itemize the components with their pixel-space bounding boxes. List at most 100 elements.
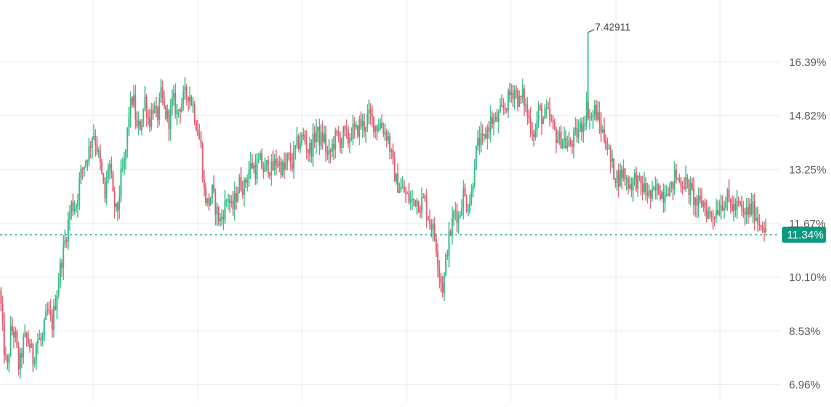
candle	[64, 229, 66, 248]
candle	[254, 153, 257, 185]
candle	[656, 178, 658, 200]
candle	[233, 181, 236, 221]
candle	[622, 159, 625, 182]
candle	[193, 101, 196, 126]
candle	[307, 148, 309, 162]
candle	[547, 101, 549, 110]
candle	[377, 118, 380, 133]
candle	[643, 171, 645, 195]
candle	[205, 182, 207, 206]
candle	[638, 172, 641, 182]
candle	[275, 149, 277, 176]
candle	[405, 186, 407, 204]
candle	[57, 273, 60, 299]
candle	[93, 124, 95, 141]
candle	[214, 188, 217, 226]
candle	[168, 109, 170, 141]
candle	[355, 121, 357, 130]
candle	[693, 177, 695, 216]
candle	[568, 131, 570, 147]
candle	[133, 85, 135, 109]
candle	[710, 210, 713, 223]
candle	[310, 139, 313, 163]
candle	[269, 171, 271, 180]
candle	[662, 183, 665, 213]
candle	[283, 152, 285, 180]
candle	[78, 172, 81, 211]
candle	[689, 176, 692, 206]
candle	[144, 86, 146, 112]
candle	[416, 198, 418, 215]
candle	[361, 113, 364, 138]
candle	[581, 117, 583, 141]
candle	[41, 331, 44, 347]
candle	[553, 118, 556, 131]
candle	[334, 127, 337, 159]
candle	[432, 218, 434, 242]
candle	[131, 96, 133, 108]
candle	[654, 176, 657, 200]
candle	[400, 178, 402, 193]
candle	[281, 159, 284, 178]
candle	[645, 177, 647, 201]
candle	[449, 228, 452, 237]
candle	[11, 317, 13, 336]
candle	[491, 111, 493, 129]
candle	[641, 175, 644, 201]
candle	[395, 172, 397, 185]
candle	[19, 347, 21, 379]
candle	[253, 162, 255, 174]
candle	[403, 179, 405, 193]
candle	[513, 85, 516, 110]
candle	[304, 129, 306, 145]
candle	[299, 132, 301, 154]
candle	[629, 176, 631, 190]
candle	[145, 93, 148, 127]
candle	[40, 332, 42, 347]
candle	[190, 94, 193, 107]
candle	[408, 183, 410, 205]
candle	[745, 198, 748, 224]
candle	[291, 153, 293, 173]
candle	[427, 216, 429, 221]
candle	[121, 157, 124, 173]
candle	[632, 177, 634, 202]
candle	[38, 329, 41, 340]
candle	[473, 158, 476, 189]
candle	[232, 191, 234, 216]
candle	[467, 204, 469, 217]
candle	[3, 312, 5, 364]
y-tick-label: 13.25%	[789, 164, 827, 176]
candle	[45, 303, 47, 321]
candle	[80, 165, 82, 184]
candle	[441, 276, 444, 298]
candle	[595, 99, 597, 122]
candle	[489, 105, 492, 143]
candle	[433, 217, 436, 243]
candle	[755, 207, 757, 222]
candle	[454, 201, 457, 221]
candle	[424, 193, 426, 202]
candle	[685, 165, 687, 193]
candle	[270, 154, 273, 186]
candle	[24, 324, 26, 338]
candle	[667, 186, 669, 197]
candle	[128, 107, 130, 137]
candle	[265, 159, 268, 172]
candle	[734, 198, 737, 218]
candle	[665, 184, 668, 197]
candle	[574, 117, 577, 136]
candle	[494, 111, 497, 123]
candle	[317, 126, 319, 143]
candle	[62, 234, 65, 281]
candle	[9, 315, 12, 358]
candle	[312, 122, 314, 167]
candle	[728, 179, 730, 203]
candle	[206, 197, 209, 207]
candle	[289, 142, 292, 171]
candle	[566, 135, 569, 152]
candle	[718, 199, 721, 217]
candle	[88, 138, 90, 167]
candle	[653, 185, 655, 191]
